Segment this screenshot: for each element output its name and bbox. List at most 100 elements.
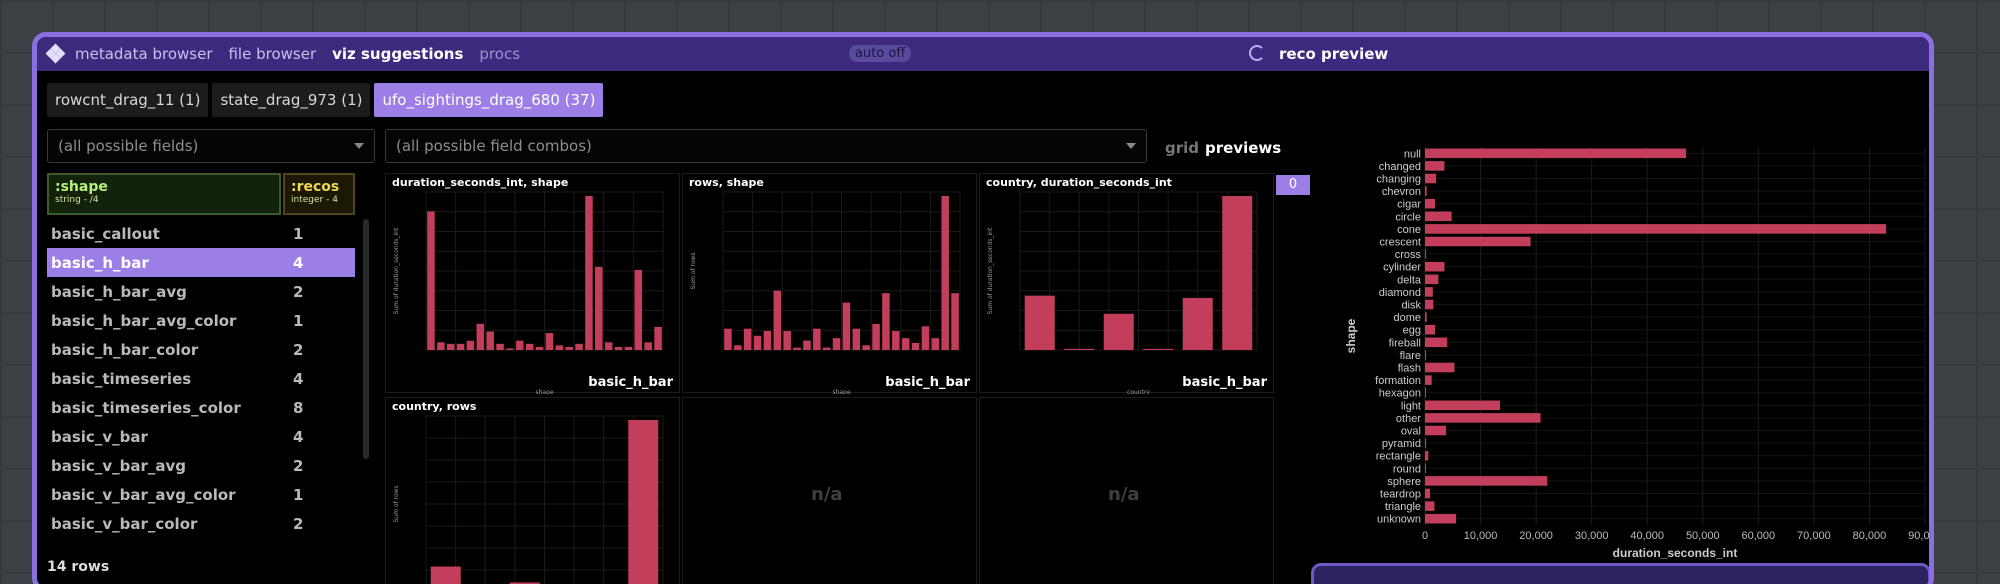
reco-name: basic_v_bar xyxy=(51,427,148,446)
preview-title: country, duration_seconds_int xyxy=(986,176,1172,189)
preview-bar xyxy=(911,342,920,350)
y-tick-label: other xyxy=(1396,413,1421,425)
nav-viz-suggestions[interactable]: viz suggestions xyxy=(332,45,464,63)
list-item[interactable]: basic_h_bar_avg_color 1 xyxy=(47,306,355,335)
nav-metadata-browser[interactable]: metadata browser xyxy=(75,45,213,63)
preview-bar xyxy=(1064,348,1095,350)
dataset-tabs: rowcnt_drag_11 (1) state_drag_973 (1) uf… xyxy=(47,83,604,117)
tab-state[interactable]: state_drag_973 (1) xyxy=(212,83,371,117)
preview-bar xyxy=(614,346,623,350)
bar xyxy=(1425,387,1426,398)
top-bar: metadata browser file browser viz sugges… xyxy=(37,37,1929,71)
list-item[interactable]: basic_callout 1 xyxy=(47,219,355,248)
preview-empty: n/a xyxy=(682,397,977,584)
preview-xlabel: shape xyxy=(535,389,553,394)
x-axis-label: duration_seconds_int xyxy=(1613,546,1738,560)
y-tick-label: flare xyxy=(1400,350,1421,362)
recos-column-header[interactable]: :recos integer - 4 xyxy=(283,173,355,215)
y-tick-label: circle xyxy=(1395,211,1421,223)
preview-bar xyxy=(1103,313,1134,350)
y-tick-label: unknown xyxy=(1377,514,1421,526)
reco-name: basic_v_bar_color xyxy=(51,514,198,533)
list-item[interactable]: basic_timeseries 4 xyxy=(47,364,355,393)
reco-name: basic_h_bar_avg xyxy=(51,282,187,301)
preview-chart[interactable]: rows, shape Sum of rows shape basic_h_bar xyxy=(682,173,977,394)
bar xyxy=(1425,148,1687,159)
bar xyxy=(1425,211,1452,222)
bar xyxy=(1425,261,1445,272)
bar xyxy=(1425,362,1455,373)
bar xyxy=(1425,375,1432,385)
list-item[interactable]: basic_timeseries_color 8 xyxy=(47,393,355,422)
preview-plot: Sum of rows shape xyxy=(690,191,961,394)
app-window: metadata browser file browser viz sugges… xyxy=(32,32,1934,584)
grid-toggle[interactable]: grid xyxy=(1165,139,1200,157)
bar xyxy=(1425,249,1427,259)
list-item[interactable]: basic_h_bar_color 2 xyxy=(47,335,355,364)
list-scrollbar[interactable] xyxy=(363,219,369,459)
x-tick-label: 90,000 xyxy=(1908,530,1934,542)
nav-file-browser[interactable]: file browser xyxy=(228,45,317,63)
preview-chart[interactable]: country, rows Sum of rows xyxy=(385,397,680,584)
preview-bar xyxy=(506,348,514,350)
y-tick-label: cylinder xyxy=(1383,262,1421,274)
preview-ylabel: Sum of duration_seconds_int xyxy=(987,227,994,314)
list-item[interactable]: basic_v_bar 4 xyxy=(47,422,355,451)
fields-select-value: (all possible fields) xyxy=(58,137,199,155)
x-tick-label: 50,000 xyxy=(1686,530,1720,542)
preview-bar xyxy=(1024,295,1055,350)
refresh-icon[interactable] xyxy=(1249,45,1265,61)
bar xyxy=(1425,224,1887,234)
preview-type-label: basic_h_bar xyxy=(588,375,673,390)
preview-chart[interactable]: duration_seconds_int, shape Sum of durati… xyxy=(385,173,680,394)
list-item[interactable]: basic_v_bar_avg_color 1 xyxy=(47,480,355,509)
y-tick-label: fireball xyxy=(1389,337,1421,349)
y-tick-label: chevron xyxy=(1382,186,1421,198)
preview-bar xyxy=(466,340,475,350)
preview-bar xyxy=(901,338,910,350)
y-tick-label: triangle xyxy=(1385,501,1421,513)
y-tick-label: changed xyxy=(1379,161,1421,173)
y-tick-label: sphere xyxy=(1387,476,1421,488)
preview-title: duration_seconds_int, shape xyxy=(392,176,569,189)
preview-bar xyxy=(604,342,613,350)
auto-toggle-button[interactable]: auto off xyxy=(849,45,912,62)
y-tick-label: changing xyxy=(1376,174,1421,186)
list-item[interactable]: basic_v_bar_color 2 xyxy=(47,509,355,538)
preview-bar xyxy=(628,420,659,584)
list-item[interactable]: basic_h_bar 4 xyxy=(47,248,355,277)
bar xyxy=(1425,400,1500,411)
list-item[interactable]: basic_h_bar_avg 2 xyxy=(47,277,355,306)
list-item[interactable]: basic_v_bar_avg 2 xyxy=(47,451,355,480)
nav-procs[interactable]: procs xyxy=(479,45,521,63)
preview-chart[interactable]: country, duration_seconds_int Sum of dura… xyxy=(979,173,1274,394)
preview-bar xyxy=(437,342,445,350)
bar xyxy=(1425,186,1427,196)
tab-ufo-sightings[interactable]: ufo_sightings_drag_680 (37) xyxy=(374,83,604,117)
preview-bar xyxy=(456,343,465,350)
na-label: n/a xyxy=(811,484,843,505)
preview-bar xyxy=(941,196,949,350)
reco-count: 1 xyxy=(293,311,304,330)
preview-bar xyxy=(535,346,544,350)
previews-toggle[interactable]: previews xyxy=(1205,139,1282,157)
bottom-panel xyxy=(1311,563,1929,584)
y-tick-label: oval xyxy=(1401,426,1421,438)
shape-column-header[interactable]: :shape string - /4 xyxy=(47,173,281,215)
bar xyxy=(1425,438,1427,448)
logo-icon xyxy=(45,43,66,64)
preview-bar xyxy=(793,347,801,350)
fields-select[interactable]: (all possible fields) xyxy=(47,129,375,163)
combos-select[interactable]: (all possible field combos) xyxy=(385,129,1147,163)
reco-name: basic_h_bar_color xyxy=(51,340,199,359)
row-count: 14 rows xyxy=(47,559,110,575)
preview-bar xyxy=(644,342,652,350)
preview-bar xyxy=(634,269,643,350)
preview-bar xyxy=(476,323,485,350)
preview-bar xyxy=(555,345,564,350)
na-label: n/a xyxy=(1108,484,1140,505)
tab-rowcnt[interactable]: rowcnt_drag_11 (1) xyxy=(47,83,209,117)
y-tick-label: cigar xyxy=(1397,199,1421,211)
bar xyxy=(1425,476,1548,486)
bar xyxy=(1425,236,1531,247)
